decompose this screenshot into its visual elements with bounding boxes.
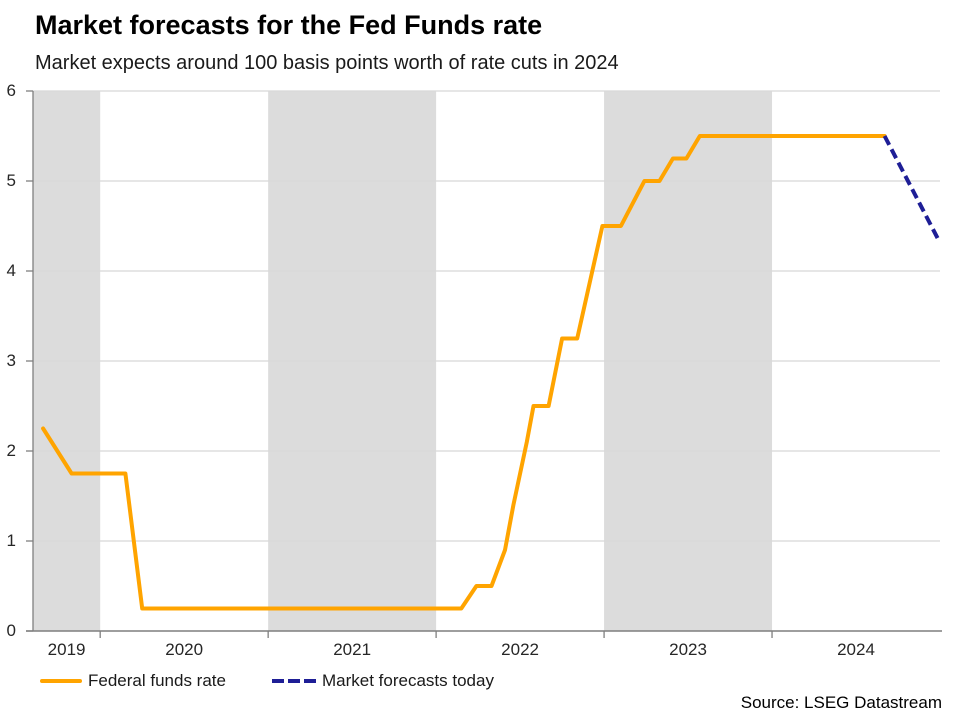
dashed-line-swatch-icon	[304, 679, 316, 683]
series-line-solid	[41, 134, 887, 611]
y-axis-tick-label: 3	[6, 351, 16, 370]
dashed-line-swatch-icon	[288, 679, 300, 683]
y-axis-tick-label: 1	[6, 531, 16, 550]
x-axis-tick-label: 2019	[47, 640, 86, 659]
y-axis-tick-label: 5	[6, 171, 16, 190]
y-axis-tick-label: 2	[6, 441, 16, 460]
legend-label: Federal funds rate	[88, 671, 226, 690]
chart-title: Market forecasts for the Fed Funds rate	[35, 10, 543, 40]
x-axis-tick-label: 2023	[669, 640, 707, 659]
y-axis-tick-label: 4	[6, 261, 16, 280]
chart-subtitle: Market expects around 100 basis points w…	[35, 52, 619, 74]
x-axis-tick-label: 2022	[501, 640, 539, 659]
x-axis-tick-label: 2020	[165, 640, 204, 659]
y-axis-tick-label: 6	[6, 81, 16, 100]
x-axis-tick-label: 2024	[837, 640, 875, 659]
legend-label: Market forecasts today	[322, 671, 494, 690]
dashed-line-swatch-icon	[272, 679, 284, 683]
x-axis-tick-label: 2021	[333, 640, 372, 659]
source-credit: Source: LSEG Datastream	[740, 693, 942, 712]
solid-line-swatch-icon	[40, 679, 82, 683]
series-line-dashed	[882, 135, 941, 241]
y-axis-tick-label: 0	[6, 621, 16, 640]
